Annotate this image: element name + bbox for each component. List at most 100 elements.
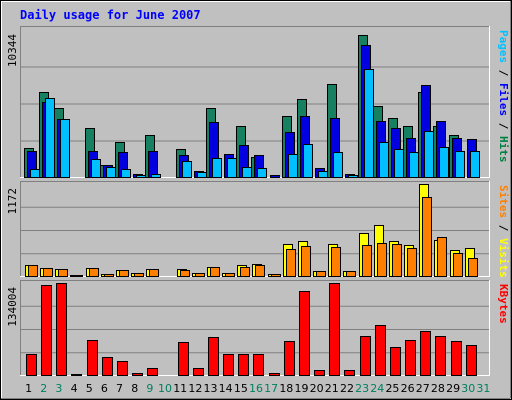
bar-kbytes-day-1 bbox=[26, 354, 37, 376]
bar-kbytes-day-22 bbox=[344, 370, 355, 376]
bar-sites-day-16 bbox=[255, 265, 265, 277]
bar-pages-day-25 bbox=[394, 149, 404, 178]
bar-pages-day-20 bbox=[318, 171, 328, 178]
day-label-28: 28 bbox=[431, 382, 445, 395]
bar-pages-day-30 bbox=[470, 151, 480, 178]
bar-sites-day-13 bbox=[210, 267, 220, 277]
bar-sites-day-4 bbox=[73, 275, 83, 277]
legend-entry-0: Pages bbox=[497, 30, 510, 63]
bar-sites-day-11 bbox=[180, 270, 190, 277]
bar-files-day-9 bbox=[148, 151, 158, 178]
legend-entry-0: KBytes bbox=[497, 284, 510, 324]
bar-pages-day-21 bbox=[333, 152, 343, 178]
legend-entry-3: / bbox=[497, 116, 510, 136]
legend-entry-1: / bbox=[497, 63, 510, 83]
day-label-7: 7 bbox=[116, 382, 123, 395]
bar-pages-day-26 bbox=[409, 152, 419, 178]
bar-pages-day-14 bbox=[227, 158, 237, 178]
bar-kbytes-day-30 bbox=[466, 345, 477, 376]
bar-sites-day-12 bbox=[195, 273, 205, 277]
bar-sites-day-26 bbox=[407, 248, 417, 277]
bar-kbytes-day-18 bbox=[284, 341, 295, 376]
bar-pages-day-1 bbox=[30, 169, 40, 178]
day-label-4: 4 bbox=[71, 382, 78, 395]
day-label-6: 6 bbox=[101, 382, 108, 395]
bar-sites-day-6 bbox=[104, 274, 114, 277]
bar-sites-day-15 bbox=[240, 267, 250, 277]
bar-pages-day-28 bbox=[439, 147, 449, 178]
bar-kbytes-day-8 bbox=[132, 373, 143, 376]
bar-sites-day-14 bbox=[225, 273, 235, 277]
bar-sites-day-1 bbox=[28, 265, 38, 277]
day-label-9: 9 bbox=[146, 382, 153, 395]
bar-kbytes-day-28 bbox=[435, 336, 446, 376]
bar-sites-day-5 bbox=[89, 268, 99, 277]
legend-entry-2: Files bbox=[497, 83, 510, 116]
bar-sites-day-24 bbox=[377, 243, 387, 277]
bar-kbytes-day-16 bbox=[253, 354, 264, 376]
panel-sites-visits: 1172 Sites / Visits bbox=[6, 181, 510, 278]
bar-pages-day-23 bbox=[364, 69, 374, 178]
legend-entry-4: Hits bbox=[497, 136, 510, 163]
bar-kbytes-day-2 bbox=[41, 285, 52, 376]
bar-pages-day-5 bbox=[91, 159, 101, 178]
day-label-17: 17 bbox=[264, 382, 278, 395]
day-label-31: 31 bbox=[476, 382, 490, 395]
bar-pages-day-7 bbox=[121, 169, 131, 178]
bar-pages-day-11 bbox=[182, 161, 192, 178]
bar-pages-day-19 bbox=[303, 144, 313, 178]
day-label-14: 14 bbox=[219, 382, 233, 395]
day-label-21: 21 bbox=[325, 382, 339, 395]
panels-group: 10344 Pages / Files / Hits 1172 Sites / Vis… bbox=[6, 26, 510, 376]
bar-sites-day-20 bbox=[316, 271, 326, 277]
bar-pages-day-27 bbox=[424, 131, 434, 178]
day-labels-group: 1 2 3 4 5 6 7 8 9 10 11 12 13 14 15 16 17 18 19 20 21 22 23 24 2… bbox=[25, 382, 490, 395]
bar-kbytes-day-19 bbox=[299, 291, 310, 376]
bar-kbytes-day-29 bbox=[451, 341, 462, 376]
day-label-24: 24 bbox=[370, 382, 384, 395]
day-label-2: 2 bbox=[40, 382, 47, 395]
day-label-22: 22 bbox=[340, 382, 354, 395]
bar-kbytes-day-20 bbox=[314, 370, 325, 376]
bar-kbytes-day-14 bbox=[223, 354, 234, 376]
bar-sites-day-3 bbox=[58, 269, 68, 277]
bar-kbytes-day-21 bbox=[329, 283, 340, 376]
series-group-pages-files-hits bbox=[24, 35, 480, 178]
ymax-label-pages-files-hits: 10344 bbox=[6, 34, 19, 67]
bar-sites-day-18 bbox=[286, 249, 296, 277]
day-label-11: 11 bbox=[173, 382, 187, 395]
bar-kbytes-day-26 bbox=[405, 340, 416, 376]
bar-sites-day-28 bbox=[437, 237, 447, 277]
day-label-16: 16 bbox=[249, 382, 263, 395]
bar-pages-day-9 bbox=[151, 174, 161, 178]
bar-sites-day-21 bbox=[331, 247, 341, 277]
day-label-12: 12 bbox=[188, 382, 202, 395]
day-label-10: 10 bbox=[158, 382, 172, 395]
bar-pages-day-29 bbox=[455, 151, 465, 178]
bar-kbytes-day-3 bbox=[56, 283, 67, 376]
legend-kbytes: KBytes bbox=[497, 284, 510, 324]
day-label-1: 1 bbox=[25, 382, 32, 395]
bar-sites-day-30 bbox=[468, 258, 478, 277]
bar-sites-day-7 bbox=[119, 270, 129, 277]
day-label-23: 23 bbox=[355, 382, 369, 395]
bar-pages-day-2 bbox=[45, 98, 55, 178]
bar-pages-day-22 bbox=[348, 175, 358, 178]
legend-entry-1: / bbox=[497, 218, 510, 238]
bar-kbytes-day-23 bbox=[360, 336, 371, 376]
bar-files-day-17 bbox=[270, 175, 280, 178]
bar-kbytes-day-5 bbox=[87, 340, 98, 376]
day-label-15: 15 bbox=[234, 382, 248, 395]
legend-entry-2: Visits bbox=[497, 238, 510, 278]
ymax-label-sites-visits: 1172 bbox=[6, 188, 19, 215]
bar-pages-day-18 bbox=[288, 154, 298, 178]
bar-kbytes-day-6 bbox=[102, 357, 113, 376]
bar-sites-day-8 bbox=[134, 273, 144, 277]
panel-pages-files-hits: 10344 Pages / Files / Hits bbox=[6, 26, 510, 178]
bar-sites-day-9 bbox=[149, 269, 159, 277]
bar-pages-day-8 bbox=[136, 175, 146, 178]
bar-sites-day-22 bbox=[346, 271, 356, 277]
day-label-19: 19 bbox=[294, 382, 308, 395]
